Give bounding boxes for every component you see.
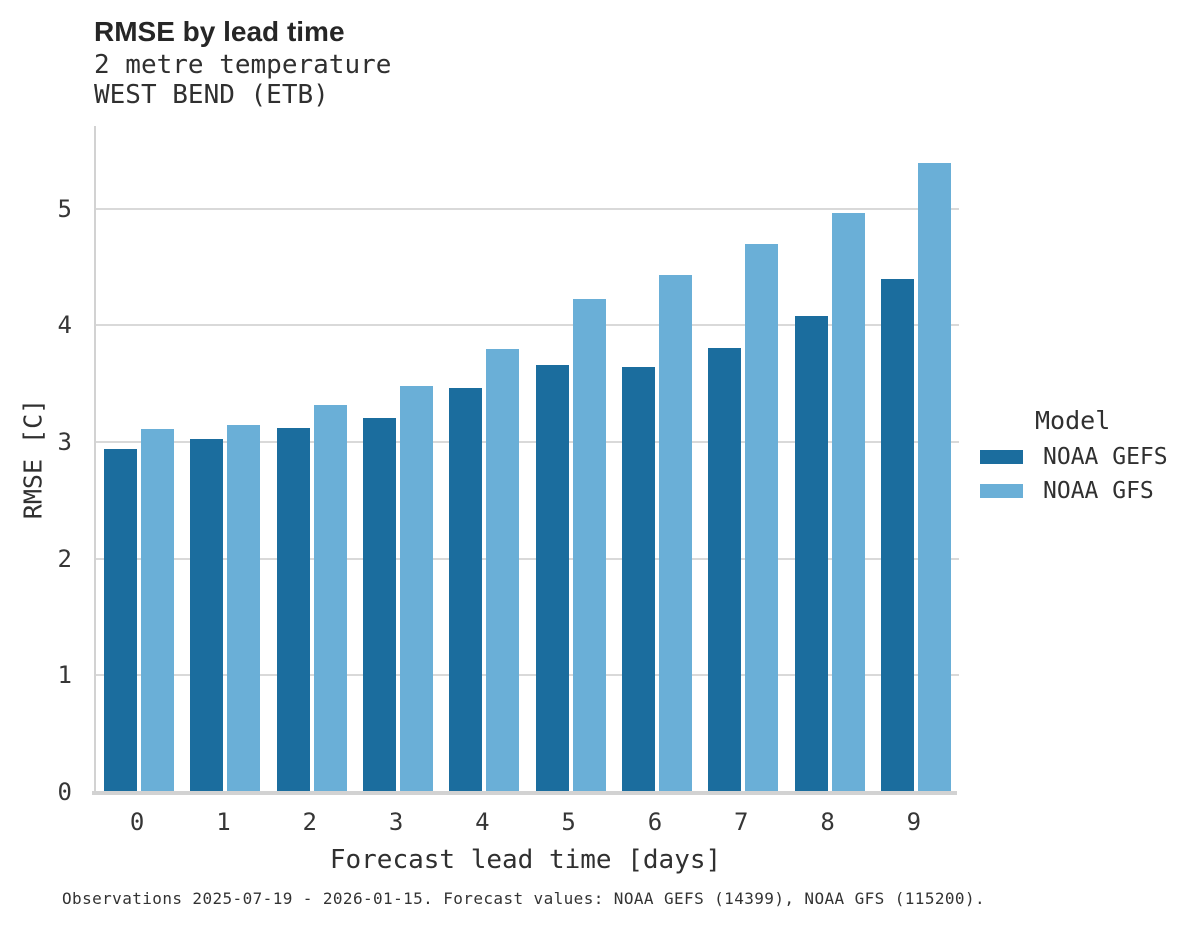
legend-label-gfs: NOAA GFS [1043,478,1154,504]
gefs-color-swatch [980,450,1023,464]
noaa-gfs-bar-lead-9 [917,163,951,792]
noaa-gefs-bar-lead-9 [880,278,914,792]
x-tick-label-7: 7 [734,808,749,836]
noaa-gfs-bar-lead-5 [572,298,606,792]
x-tick-label-5: 5 [561,808,576,836]
x-axis-spine [92,791,957,795]
noaa-gfs-bar-lead-7 [745,243,779,792]
chart-subtitle-station: WEST BEND (ETB) [94,80,329,110]
noaa-gfs-bar-lead-3 [400,386,434,792]
x-tick-label-8: 8 [820,808,835,836]
gridline-y-5 [96,207,959,210]
noaa-gefs-bar-lead-2 [276,428,310,792]
noaa-gefs-bar-lead-5 [535,365,569,792]
y-tick-label-2: 2 [57,544,72,573]
noaa-gfs-bar-lead-8 [831,213,865,792]
noaa-gefs-bar-lead-0 [104,449,138,792]
x-tick-label-0: 0 [129,808,145,836]
y-tick-label-3: 3 [57,428,72,457]
noaa-gefs-bar-lead-7 [708,347,742,792]
legend: Model NOAA GEFS NOAA GFS [980,406,1192,517]
noaa-gefs-bar-lead-3 [363,417,397,792]
figure-caption: Observations 2025-07-19 - 2026-01-15. Fo… [62,889,986,908]
gridline-y-3 [96,441,959,444]
x-tick-label-3: 3 [388,808,404,836]
x-tick-label-4: 4 [475,808,490,836]
noaa-gefs-bar-lead-1 [190,438,224,792]
noaa-gefs-bar-lead-6 [621,367,655,792]
gfs-color-swatch [980,484,1023,498]
legend-entry-gefs: NOAA GEFS [980,444,1192,470]
x-tick-label-1: 1 [216,808,231,836]
gridline-y-1 [96,674,959,677]
legend-label-gefs: NOAA GEFS [1043,444,1168,470]
x-tick-labels: 0 1 2 3 4 5 6 7 8 9 [94,808,957,842]
noaa-gfs-bar-lead-1 [227,424,261,792]
y-tick-label-1: 1 [57,661,72,690]
x-tick-label-6: 6 [647,808,663,836]
chart-subtitle-variable: 2 metre temperature [94,50,392,80]
noaa-gfs-bar-lead-4 [486,348,520,792]
noaa-gfs-bar-lead-2 [313,404,347,792]
gridline-y-2 [96,557,959,560]
legend-entry-gfs: NOAA GFS [980,478,1192,504]
y-tick-labels: 0 1 2 3 4 5 [0,126,72,806]
legend-title: Model [1035,406,1111,435]
noaa-gfs-bar-lead-6 [658,275,692,792]
gridline-y-4 [96,324,959,327]
x-tick-label-2: 2 [302,808,317,836]
y-tick-label-5: 5 [57,194,72,223]
y-tick-label-4: 4 [57,311,72,340]
noaa-gefs-bar-lead-8 [794,316,828,792]
noaa-gefs-bar-lead-4 [449,388,483,792]
plot-area [94,126,959,792]
chart-title: RMSE by lead time [94,16,345,47]
x-axis-label: Forecast lead time [days] [329,845,722,875]
x-tick-label-9: 9 [906,808,922,836]
noaa-gfs-bar-lead-0 [141,429,175,792]
y-tick-label-0: 0 [57,778,72,806]
